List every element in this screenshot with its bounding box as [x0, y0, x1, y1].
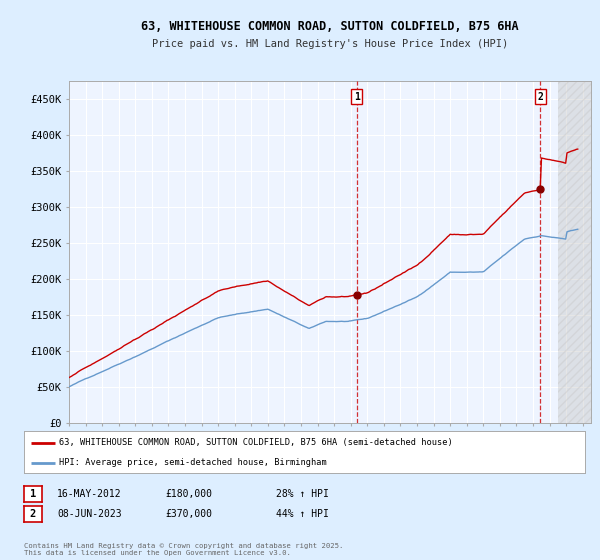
Text: 44% ↑ HPI: 44% ↑ HPI [276, 509, 329, 519]
Text: 2: 2 [538, 92, 543, 101]
Text: 2: 2 [30, 509, 36, 519]
Text: £370,000: £370,000 [165, 509, 212, 519]
Text: 28% ↑ HPI: 28% ↑ HPI [276, 489, 329, 499]
Text: Contains HM Land Registry data © Crown copyright and database right 2025.
This d: Contains HM Land Registry data © Crown c… [24, 543, 343, 556]
Bar [558, 81, 591, 423]
Text: £180,000: £180,000 [165, 489, 212, 499]
Text: HPI: Average price, semi-detached house, Birmingham: HPI: Average price, semi-detached house,… [59, 458, 326, 467]
Text: 63, WHITEHOUSE COMMON ROAD, SUTTON COLDFIELD, B75 6HA: 63, WHITEHOUSE COMMON ROAD, SUTTON COLDF… [141, 20, 519, 32]
Text: 1: 1 [30, 489, 36, 499]
Text: 63, WHITEHOUSE COMMON ROAD, SUTTON COLDFIELD, B75 6HA (semi-detached house): 63, WHITEHOUSE COMMON ROAD, SUTTON COLDF… [59, 438, 452, 447]
Text: 1: 1 [354, 92, 360, 101]
Text: 08-JUN-2023: 08-JUN-2023 [57, 509, 122, 519]
Text: Price paid vs. HM Land Registry's House Price Index (HPI): Price paid vs. HM Land Registry's House … [152, 39, 508, 49]
Text: 16-MAY-2012: 16-MAY-2012 [57, 489, 122, 499]
